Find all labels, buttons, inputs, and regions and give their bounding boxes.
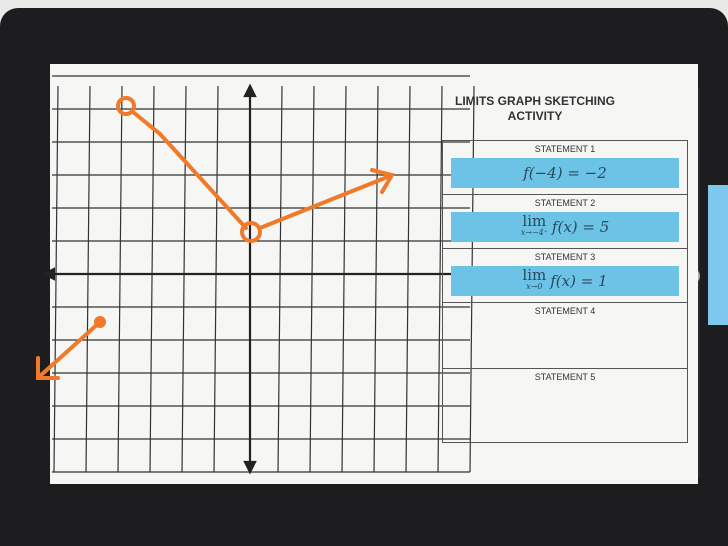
grid-line-vertical — [181, 85, 187, 473]
curve-bottom-segment — [38, 320, 102, 378]
y-axis-arrow-up — [243, 83, 257, 98]
statement-2: STATEMENT 2 lim x→−4⁺ f(x) = 5 — [443, 195, 687, 249]
grid-line-vertical — [117, 85, 123, 473]
lim-sub: x→0 — [526, 282, 543, 291]
lim-sub: x→−4⁺ — [520, 228, 548, 237]
statement-label: STATEMENT 5 — [534, 372, 596, 382]
grid-line-vertical — [437, 85, 443, 473]
statement-expr: f(x) = 5 — [551, 218, 610, 236]
grid-line-vertical — [53, 85, 59, 473]
open-circle-top — [116, 96, 136, 116]
grid-line-vertical — [309, 85, 315, 473]
statement-label: STATEMENT 1 — [534, 144, 596, 154]
statement-4: STATEMENT 4 — [443, 303, 687, 369]
curve-right-segment — [258, 174, 392, 230]
y-axis-arrow-down — [243, 460, 257, 475]
grid-line-vertical — [149, 85, 155, 473]
statement-blank — [443, 382, 687, 442]
worksheet-paper: LIMITS GRAPH SKETCHING ACTIVITY STATEMEN… — [36, 64, 698, 484]
arrow-head-right — [370, 168, 396, 194]
worksheet-title: LIMITS GRAPH SKETCHING ACTIVITY — [454, 94, 615, 123]
statement-label: STATEMENT 4 — [534, 306, 596, 316]
statement-expr: f(−4) = −2 — [523, 164, 607, 182]
open-circle-origin — [240, 221, 262, 243]
grid-line-vertical — [341, 85, 347, 473]
grid-line-vertical — [373, 85, 379, 473]
statement-3: STATEMENT 3 lim x→0 f(x) = 1 — [443, 249, 687, 303]
lim: lim — [522, 266, 547, 284]
statement-card: lim x→0 f(x) = 1 — [451, 266, 679, 296]
curve-left-segment — [131, 110, 248, 230]
coordinate-grid — [36, 75, 489, 475]
grid-line-vertical — [85, 85, 91, 473]
statement-1: STATEMENT 1 f(−4) = −2 — [443, 141, 687, 195]
lim: lim — [522, 212, 547, 230]
grid-line-vertical — [277, 85, 283, 473]
statement-card: f(−4) = −2 — [451, 158, 679, 188]
sticky-note — [708, 185, 728, 325]
statement-5: STATEMENT 5 — [443, 369, 687, 442]
statement-label: STATEMENT 3 — [534, 252, 596, 262]
arrow-head-bottom — [36, 356, 60, 380]
x-axis-arrow-left — [41, 267, 56, 281]
grid-line-vertical — [213, 85, 219, 473]
sketch-curves — [36, 96, 396, 380]
statement-table: STATEMENT 1 f(−4) = −2 STATEMENT 2 lim x→… — [442, 140, 688, 443]
statement-expr: f(x) = 1 — [550, 272, 608, 290]
statement-card: lim x→−4⁺ f(x) = 5 — [451, 212, 679, 242]
closed-point — [94, 316, 106, 328]
grid-line-vertical — [405, 85, 411, 473]
statement-label: STATEMENT 2 — [534, 198, 596, 208]
statement-blank — [443, 316, 687, 368]
